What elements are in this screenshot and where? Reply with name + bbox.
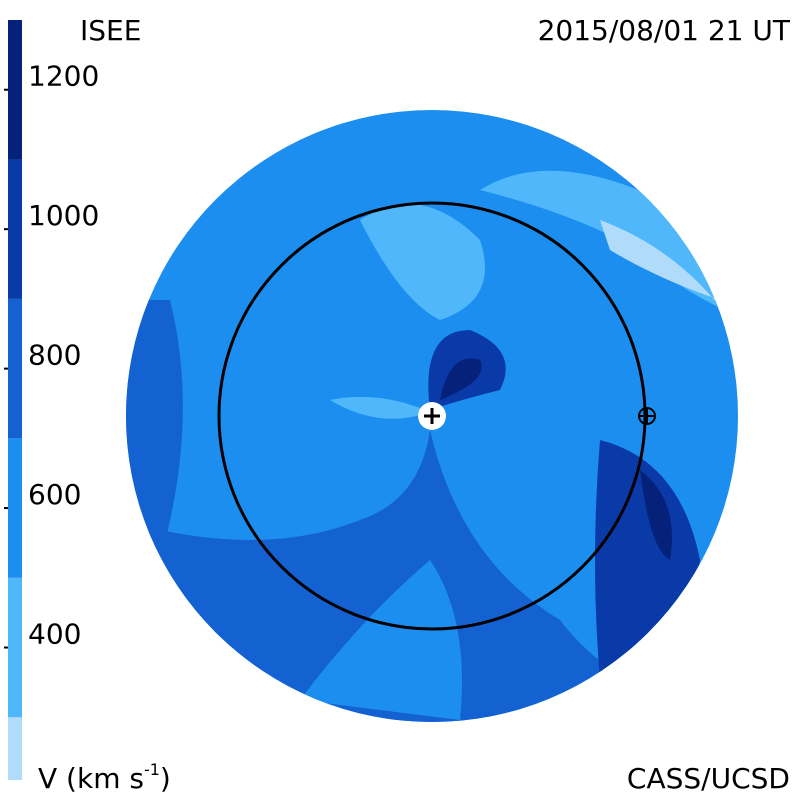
label-end: ) [160, 762, 171, 795]
colorbar-tick-label: 600 [28, 478, 81, 511]
colorbar-band [8, 159, 22, 299]
colorbar-band [8, 438, 22, 578]
colorbar-band [8, 577, 22, 718]
footer-right: CASS/UCSD [627, 762, 790, 795]
sun-symbol [424, 408, 440, 424]
label-text: V (km s [38, 762, 144, 795]
colorbar-tick-label: 1200 [28, 60, 99, 93]
colorbar: 400 600 800 1000 1200 [4, 20, 99, 780]
header-left: ISEE [80, 14, 141, 47]
header-right: 2015/08/01 21 UT [538, 14, 791, 47]
colorbar-tick-label: 800 [28, 339, 81, 372]
colorbar-band [8, 717, 22, 780]
colorbar-band [8, 298, 22, 439]
earth-symbol [639, 408, 655, 424]
colorbar-tick-label: 1000 [28, 199, 99, 232]
solar-wind-disk [126, 110, 738, 722]
colorbar-band [8, 20, 22, 160]
colorbar-label: V (km s-1) [38, 760, 171, 796]
colorbar-tick-label: 400 [28, 618, 81, 651]
label-exponent: -1 [144, 760, 160, 779]
